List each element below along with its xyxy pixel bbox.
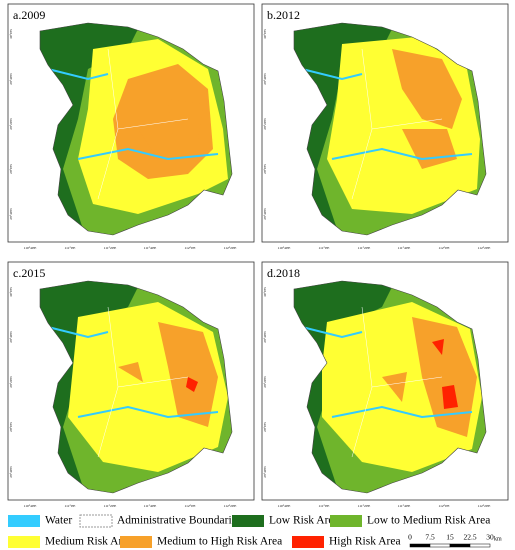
risk-patch xyxy=(186,377,198,392)
x-coord-label: 112°20'E xyxy=(224,246,237,250)
legend-label: High Risk Area xyxy=(329,536,401,548)
risk-patch xyxy=(392,49,462,129)
x-coord-label: 110°40'E xyxy=(24,246,37,250)
x-coord-label: 111°40'E xyxy=(398,504,411,508)
legend-swatch xyxy=(232,515,264,527)
legend-swatch xyxy=(120,536,152,548)
x-coord-label: 111°20'E xyxy=(358,504,371,508)
scale-segment xyxy=(429,543,451,548)
scale-tick-label: 15 xyxy=(446,533,454,542)
scale-segment xyxy=(409,543,431,548)
river xyxy=(301,68,473,161)
y-coord-label: 30°0'N xyxy=(9,287,13,297)
risk-patch xyxy=(138,129,168,159)
scale-tick-label: 0 xyxy=(408,533,412,542)
river xyxy=(301,326,473,419)
x-coord-label: 112°20'E xyxy=(478,504,491,508)
boundary xyxy=(97,306,189,458)
x-coord-label: 111°0'E xyxy=(319,246,330,250)
scale-segment xyxy=(469,543,491,548)
outline-stroke xyxy=(39,22,233,236)
risk-patch xyxy=(402,129,457,169)
legend-label: Low to Medium Risk Area xyxy=(367,515,490,527)
y-coord-label: 29°20'N xyxy=(263,376,267,388)
map xyxy=(39,280,233,494)
legend-swatch xyxy=(79,514,113,528)
x-coord-label: 110°40'E xyxy=(278,246,291,250)
y-coord-label: 29°20'N xyxy=(9,118,13,130)
outline-stroke xyxy=(39,280,233,494)
y-coord-label: 29°20'N xyxy=(263,118,267,130)
legend-label: Low Risk Area xyxy=(269,515,339,527)
risk-patch xyxy=(113,64,213,179)
risk-patch xyxy=(118,362,143,382)
x-coord-label: 110°40'E xyxy=(24,504,37,508)
y-coord-label: 29°0'N xyxy=(263,164,267,174)
scale-tick-label: 22.5 xyxy=(463,533,476,542)
panel-label: d.2018 xyxy=(267,266,300,280)
panel-label: c.2015 xyxy=(13,266,45,280)
y-coord-label: 29°40'N xyxy=(263,73,267,85)
x-coord-label: 111°40'E xyxy=(398,246,411,250)
x-coord-label: 111°0'E xyxy=(319,504,330,508)
boundary xyxy=(351,306,443,458)
legend-label: Medium Risk Area xyxy=(45,536,133,548)
x-coord-label: 112°0'E xyxy=(184,246,195,250)
y-coord-label: 28°40'N xyxy=(263,208,267,220)
x-coord-label: 111°0'E xyxy=(65,246,76,250)
outline-stroke xyxy=(293,22,487,236)
legend-label: Water xyxy=(45,515,72,527)
y-coord-label: 28°40'N xyxy=(9,466,13,478)
y-coord-label: 30°0'N xyxy=(9,29,13,39)
x-coord-label: 112°0'E xyxy=(184,504,195,508)
risk-patch xyxy=(158,322,218,427)
x-coord-label: 112°20'E xyxy=(478,246,491,250)
y-coord-label: 29°40'N xyxy=(9,331,13,343)
y-coord-label: 30°0'N xyxy=(263,287,267,297)
x-coord-label: 111°40'E xyxy=(144,246,157,250)
panel-label: a.2009 xyxy=(13,8,45,22)
risk-patch xyxy=(382,372,407,402)
y-coord-label: 29°0'N xyxy=(9,164,13,174)
x-coord-label: 112°0'E xyxy=(438,504,449,508)
y-coord-label: 29°20'N xyxy=(9,376,13,388)
y-coord-label: 29°0'N xyxy=(9,422,13,432)
scale-unit: km xyxy=(494,536,502,542)
y-coord-label: 29°0'N xyxy=(263,422,267,432)
y-coord-label: 29°40'N xyxy=(9,73,13,85)
x-coord-label: 112°0'E xyxy=(438,246,449,250)
scale-tick-label: 7.5 xyxy=(425,533,435,542)
y-coord-label: 30°0'N xyxy=(263,29,267,39)
boundary xyxy=(97,48,189,200)
legend-label: Medium to High Risk Area xyxy=(157,536,282,548)
legend-swatch xyxy=(292,536,324,548)
risk-patch xyxy=(432,339,444,355)
x-coord-label: 111°40'E xyxy=(144,504,157,508)
y-coord-label: 29°40'N xyxy=(263,331,267,343)
x-coord-label: 111°20'E xyxy=(104,504,117,508)
x-coord-label: 111°20'E xyxy=(358,246,371,250)
scale-segment xyxy=(449,543,471,548)
legend-swatch xyxy=(330,515,362,527)
scale-tick-label: 30 xyxy=(486,533,494,542)
risk-patch xyxy=(442,385,458,409)
x-coord-label: 111°0'E xyxy=(65,504,76,508)
boundary xyxy=(351,48,443,200)
panel-label: b.2012 xyxy=(267,8,300,22)
x-coord-label: 111°20'E xyxy=(104,246,117,250)
x-coord-label: 110°40'E xyxy=(278,504,291,508)
y-coord-label: 28°40'N xyxy=(9,208,13,220)
outline-stroke xyxy=(293,280,487,494)
risk-patch xyxy=(168,99,203,139)
risk-patch xyxy=(412,317,477,437)
legend-swatch xyxy=(8,515,40,527)
river xyxy=(47,326,219,419)
legend-label: Administrative Boundaries xyxy=(117,515,242,527)
legend-swatch xyxy=(8,536,40,548)
river xyxy=(47,68,219,161)
x-coord-label: 112°20'E xyxy=(224,504,237,508)
y-coord-label: 28°40'N xyxy=(263,466,267,478)
